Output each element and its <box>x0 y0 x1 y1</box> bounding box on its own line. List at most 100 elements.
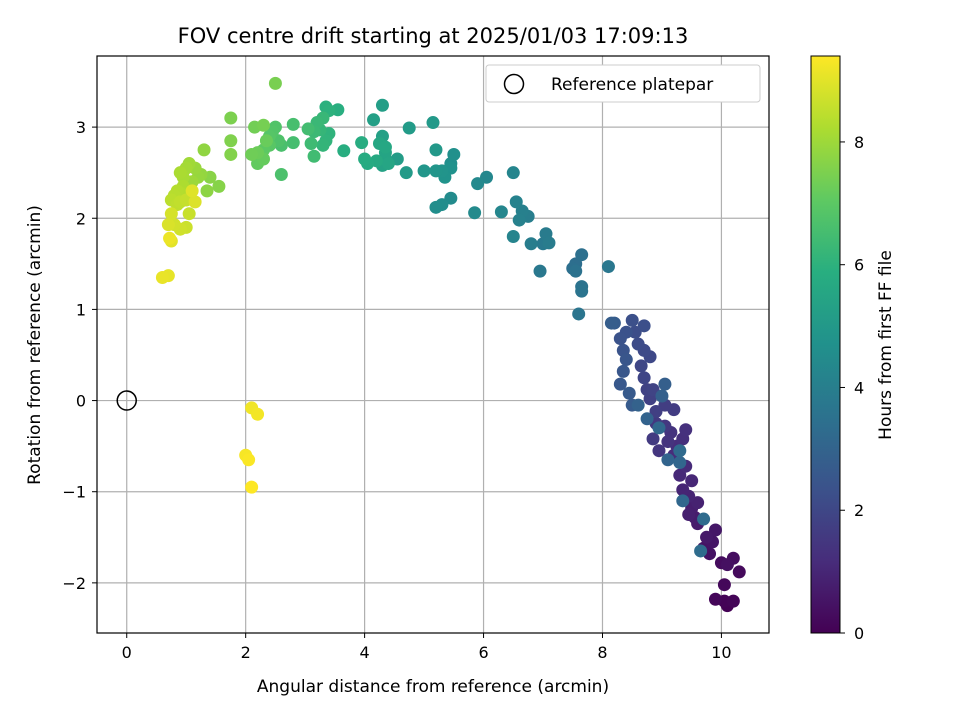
data-point <box>619 353 633 367</box>
data-point <box>646 432 660 446</box>
y-tick-label: 1 <box>76 300 86 319</box>
x-tick-label: 4 <box>360 643 370 662</box>
x-tick-label: 0 <box>122 643 132 662</box>
data-point <box>637 319 651 333</box>
data-point <box>640 412 654 426</box>
data-point <box>200 184 214 198</box>
colorbar-tick-label: 6 <box>854 256 864 275</box>
data-point <box>242 453 256 467</box>
legend-reference-marker <box>503 73 525 95</box>
data-point <box>533 264 547 278</box>
data-point <box>708 592 722 606</box>
data-point <box>572 307 586 321</box>
data-point <box>658 377 672 391</box>
data-point <box>652 421 666 435</box>
chart-title: FOV centre drift starting at 2025/01/03 … <box>178 24 689 48</box>
data-point <box>604 316 618 330</box>
x-tick-label: 2 <box>241 643 251 662</box>
data-point <box>399 166 413 180</box>
data-point <box>509 195 523 209</box>
colorbar: 0 2 4 6 8 Hours from first FF file <box>810 55 896 643</box>
data-point <box>188 195 202 209</box>
data-point <box>685 474 699 488</box>
data-point <box>512 213 526 227</box>
data-point <box>301 122 315 136</box>
data-point <box>471 177 485 191</box>
data-point <box>613 332 627 346</box>
data-point <box>245 480 259 494</box>
legend-entry-reference: Reference platepar <box>551 75 713 95</box>
data-point <box>429 200 443 214</box>
data-point <box>494 205 508 219</box>
data-point <box>417 164 431 178</box>
data-point <box>506 229 520 243</box>
data-point <box>616 364 630 378</box>
data-point <box>304 137 318 151</box>
colorbar-tick-label: 2 <box>854 501 864 520</box>
data-point <box>700 530 714 544</box>
data-point <box>164 207 178 221</box>
data-point <box>613 377 627 391</box>
x-axis-label: Angular distance from reference (arcmin) <box>257 677 609 697</box>
data-point <box>426 116 440 130</box>
data-point <box>542 236 556 250</box>
data-point <box>402 121 416 135</box>
data-point <box>185 184 199 198</box>
data-point <box>569 264 583 278</box>
y-tick-label: 0 <box>76 392 86 411</box>
y-tick-label: 3 <box>76 118 86 137</box>
x-tick-label: 10 <box>711 643 731 662</box>
data-point <box>673 444 687 458</box>
data-point <box>337 144 351 158</box>
x-tick-label: 8 <box>597 643 607 662</box>
data-point <box>631 337 645 351</box>
colorbar-gradient <box>810 55 841 634</box>
legend: Reference platepar <box>485 64 761 103</box>
x-axis-ticks: 0 2 4 6 8 10 <box>122 633 732 662</box>
data-point <box>155 271 169 285</box>
data-point <box>622 386 636 400</box>
y-axis-label: Rotation from reference (arcmin) <box>25 205 45 485</box>
grid <box>97 56 769 633</box>
data-point <box>259 134 273 148</box>
y-tick-label: −2 <box>62 574 86 593</box>
data-point <box>197 143 211 157</box>
data-point <box>182 207 196 221</box>
plot-frame <box>96 55 770 634</box>
data-point <box>679 423 693 437</box>
data-point <box>631 398 645 412</box>
data-point <box>358 152 372 166</box>
data-point <box>601 260 615 274</box>
data-point <box>429 143 443 157</box>
data-point <box>661 453 675 467</box>
data-point <box>429 164 443 178</box>
data-point <box>676 494 690 508</box>
data-point <box>625 313 639 327</box>
data-point <box>506 166 520 180</box>
data-point <box>720 558 734 572</box>
data-point <box>673 456 687 470</box>
data-point <box>634 359 648 373</box>
data-point <box>732 565 746 579</box>
data-point <box>661 435 675 449</box>
data-point <box>468 206 482 220</box>
data-point <box>173 166 187 180</box>
data-point <box>575 284 589 298</box>
data-point <box>694 544 708 558</box>
legend-box <box>485 64 761 103</box>
data-point <box>257 118 271 132</box>
data-point <box>224 134 238 148</box>
data-points <box>155 76 746 613</box>
data-point <box>286 117 300 131</box>
colorbar-tick-label: 8 <box>854 133 864 152</box>
data-point <box>726 594 740 608</box>
data-point <box>682 508 696 522</box>
data-point <box>708 523 722 537</box>
data-point <box>251 407 265 421</box>
data-point <box>676 483 690 497</box>
y-tick-label: −1 <box>62 483 86 502</box>
reference-marker-group <box>116 390 137 411</box>
data-point <box>655 389 669 403</box>
data-point <box>268 76 282 90</box>
